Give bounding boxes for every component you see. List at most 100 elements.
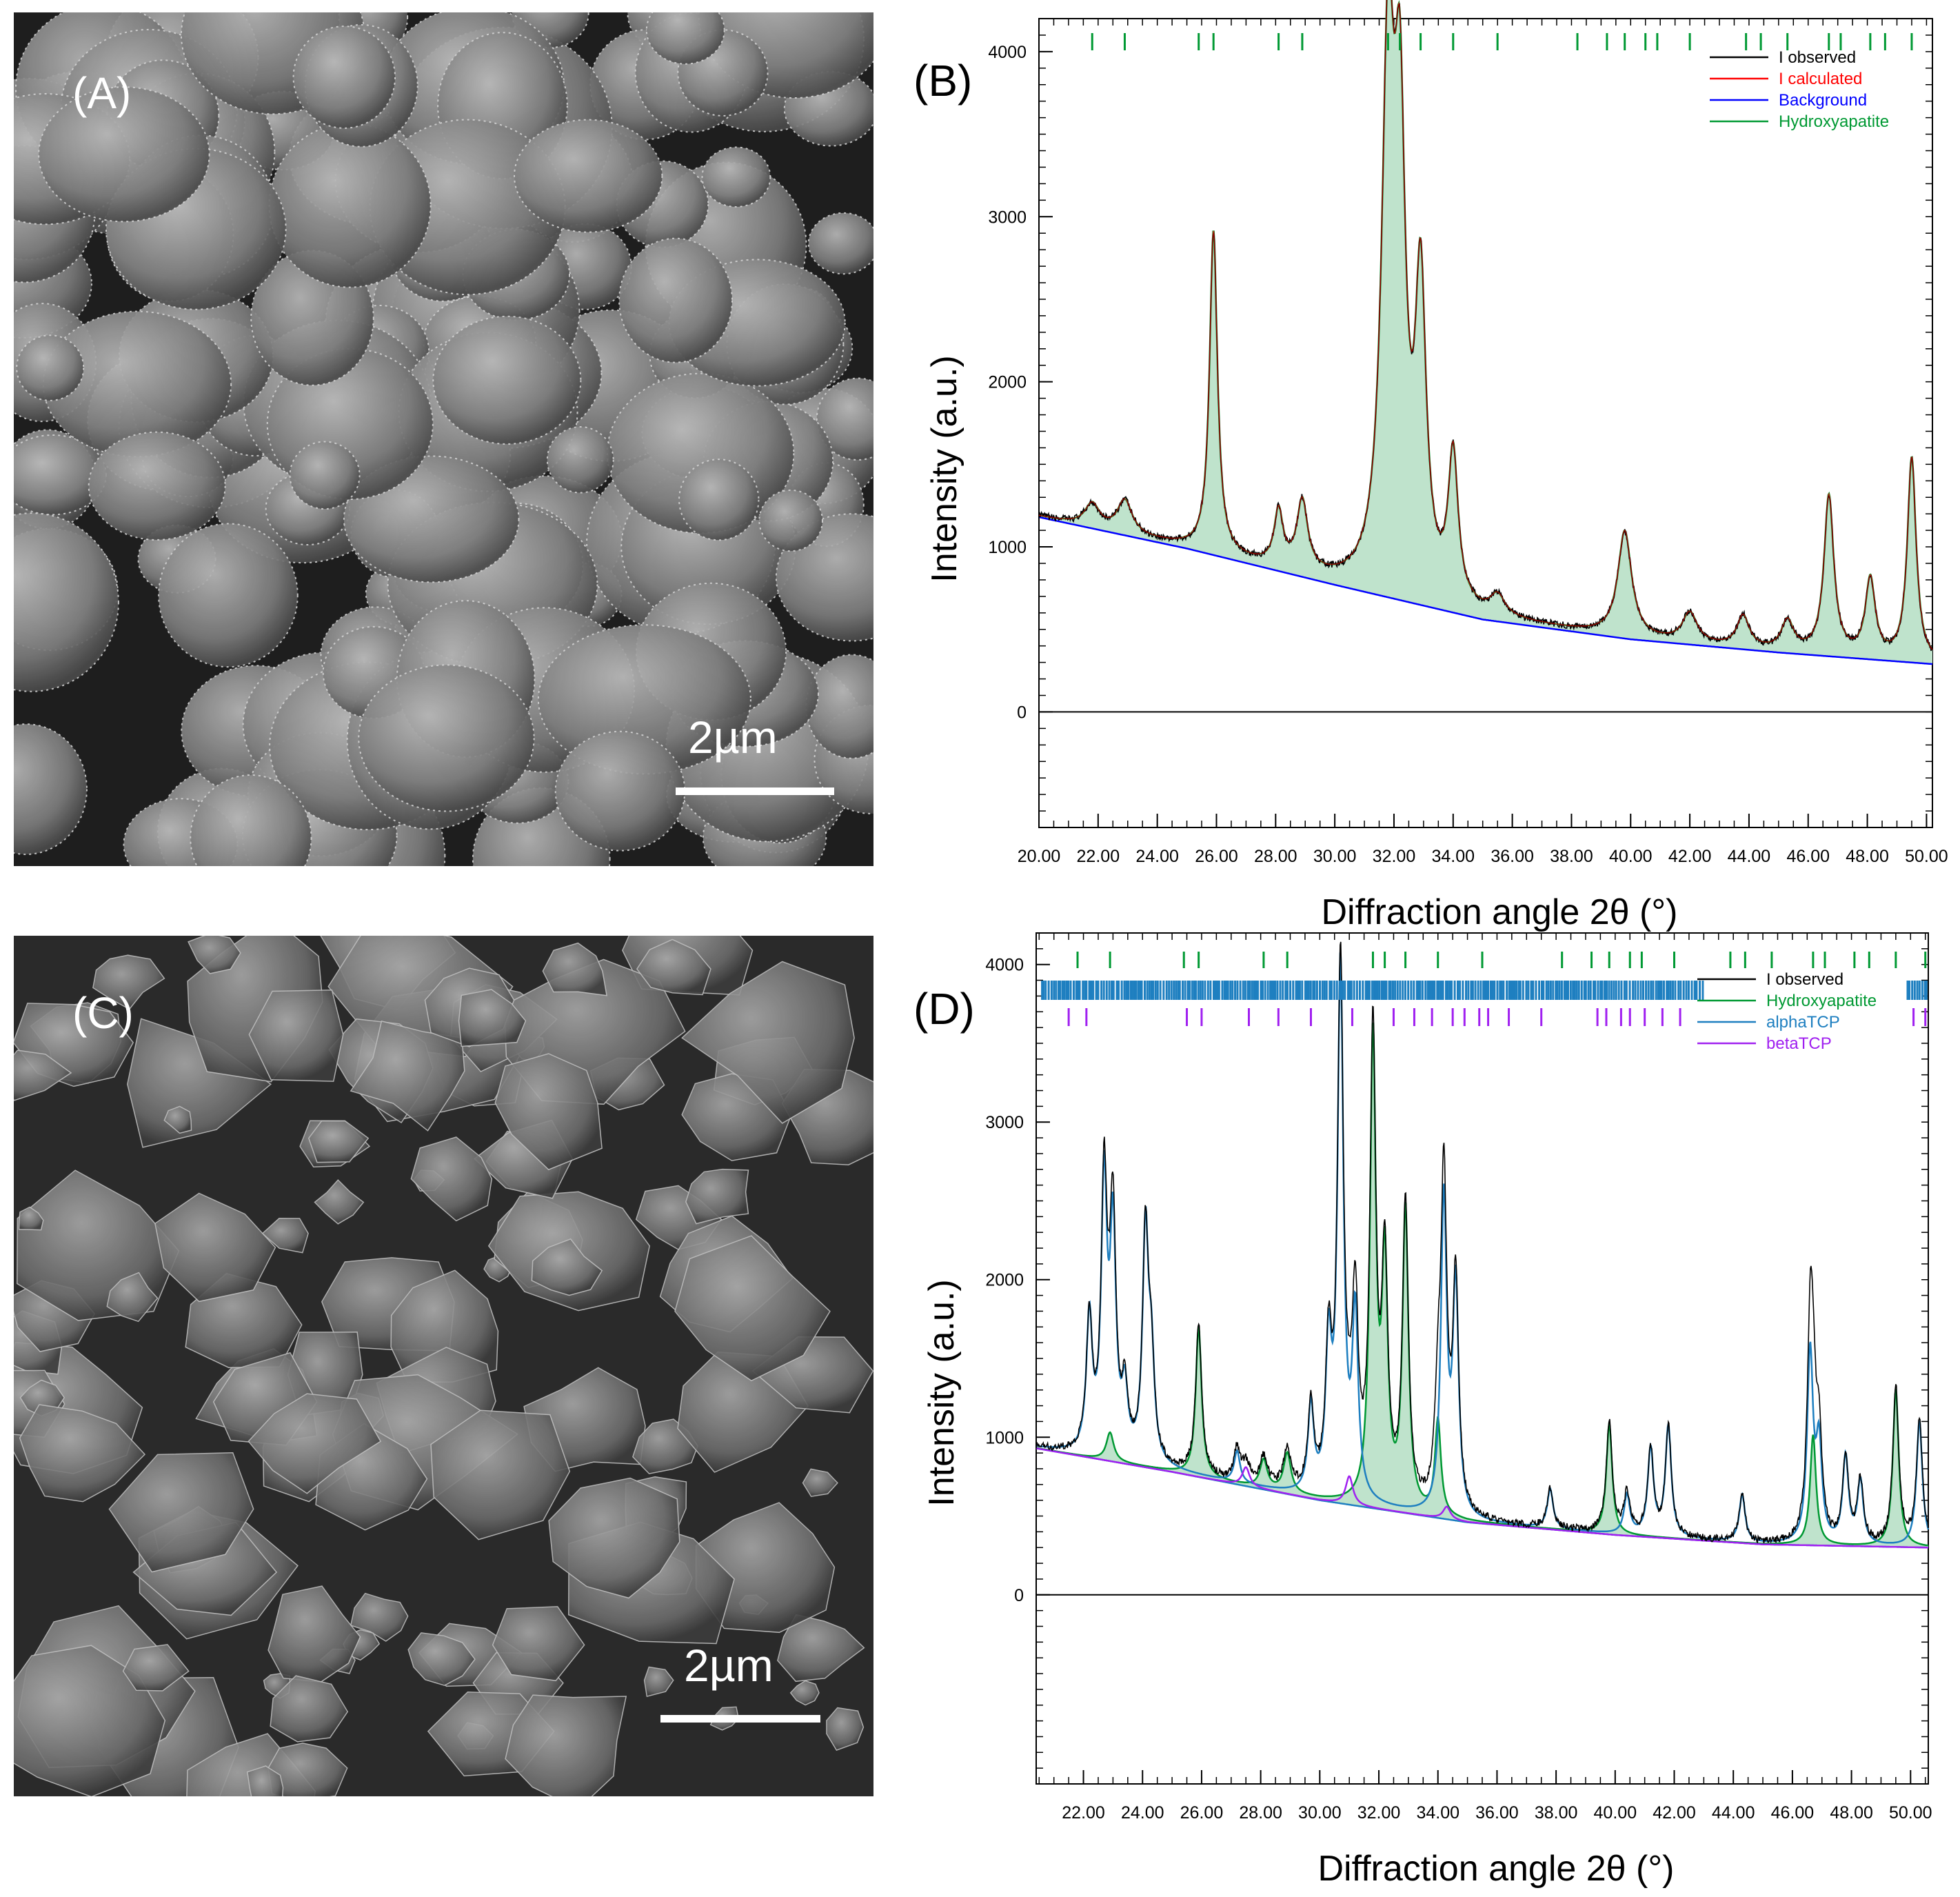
y-tick-label: 1000	[985, 1428, 1024, 1447]
xrd-chart-b-svg: 20.00 22.00 24.00 26.00 28.00 30.00 32.00 34.00…	[925, 0, 1948, 932]
x-tick-label: 22.00	[1077, 847, 1120, 866]
sem-particle	[14, 723, 88, 855]
sem-particle	[816, 377, 873, 461]
panel-label-b: (B)	[913, 56, 973, 106]
sem-particle	[92, 954, 165, 1010]
x-tick-label: 38.00	[1535, 1803, 1578, 1823]
sem-particle	[188, 936, 241, 974]
panel-label-a: (A)	[72, 68, 132, 118]
sem-particle	[18, 1206, 44, 1231]
y-axis-label: Intensity (a.u.)	[925, 355, 964, 582]
legend-label: Hydroxyapatite	[1766, 992, 1877, 1010]
x-tick-label: 36.00	[1475, 1803, 1519, 1823]
legend-label: Hydroxyapatite	[1779, 112, 1889, 131]
sem-particle	[531, 1238, 603, 1296]
y-tick-label: 3000	[985, 1113, 1024, 1132]
x-tick-label: 36.00	[1491, 847, 1534, 866]
sem-particle	[307, 1120, 370, 1163]
x-tick-label: 44.00	[1712, 1803, 1755, 1823]
sem-particle	[674, 1235, 831, 1382]
x-tick-label: 34.00	[1432, 847, 1475, 866]
x-tick-label: 28.00	[1239, 1803, 1282, 1823]
sem-particle	[492, 1606, 585, 1682]
scale-bar-a	[676, 787, 834, 795]
x-tick-label: 50.00	[1905, 847, 1948, 866]
sem-particle	[645, 12, 725, 65]
xrd-chart-d-svg: 22.00 24.00 26.00 28.00 30.00 32.00 34.00 36.00…	[922, 932, 1932, 1889]
sem-particle	[358, 664, 535, 812]
xrd-chart-b: 20.00 22.00 24.00 26.00 28.00 30.00 32.00 34.00…	[0, 0, 1960, 932]
y-tick-label: 4000	[988, 43, 1027, 62]
sem-particle	[289, 441, 361, 510]
y-tick-label: 2000	[985, 1271, 1024, 1290]
sem-particle	[826, 1707, 865, 1752]
x-tick-label: 26.00	[1180, 1803, 1224, 1823]
sem-particle	[701, 146, 771, 208]
x-tick-label: 38.00	[1550, 847, 1593, 866]
x-tick-label: 26.00	[1195, 847, 1238, 866]
sem-particle	[458, 989, 527, 1047]
y-axis-label: Intensity (a.u.)	[922, 1279, 962, 1506]
calculated-line	[1038, 0, 1933, 650]
sem-particle	[292, 26, 396, 129]
background-line	[1038, 516, 1933, 665]
sem-particle	[42, 310, 232, 458]
x-tick-label: 40.00	[1594, 1803, 1637, 1823]
x-tick-label: 24.00	[1121, 1803, 1164, 1823]
sem-particle	[643, 1666, 674, 1698]
sem-particle	[267, 1585, 361, 1683]
x-tick-label: 30.00	[1313, 847, 1357, 866]
sem-particle	[158, 523, 299, 668]
sem-particle	[38, 86, 210, 223]
sem-particle	[270, 1675, 349, 1743]
sem-particle	[14, 1050, 72, 1101]
sem-particle	[350, 1592, 409, 1642]
sem-particle	[537, 624, 751, 775]
sem-particle	[16, 334, 85, 401]
x-tick-label: 48.00	[1830, 1803, 1873, 1823]
x-tick-label: 34.00	[1416, 1803, 1459, 1823]
legend-label: I calculated	[1779, 70, 1862, 88]
scale-bar-label-c: 2µm	[684, 1640, 774, 1691]
sem-particle	[685, 1168, 749, 1225]
sem-particle	[88, 431, 226, 541]
legend-label: I observed	[1779, 48, 1856, 67]
y-tick-label: 4000	[985, 956, 1024, 975]
plot-frame	[1038, 18, 1933, 828]
sem-particle	[505, 1694, 627, 1796]
sem-particle	[802, 1468, 838, 1497]
y-tick-label: 2000	[988, 373, 1027, 392]
x-axis-label: Diffraction angle 2θ (°)	[1322, 892, 1678, 932]
sem-particle	[122, 1644, 190, 1692]
sem-image-c-texture	[14, 936, 873, 1796]
x-tick-label: 50.00	[1889, 1803, 1932, 1823]
sem-particle	[106, 1272, 159, 1323]
sem-particle	[190, 774, 312, 866]
x-tick-label: 30.00	[1298, 1803, 1342, 1823]
sem-particle	[14, 512, 119, 692]
sem-particle	[618, 237, 733, 363]
observed-line	[1035, 941, 1929, 1544]
sem-particle	[248, 989, 344, 1082]
sem-particle	[807, 212, 873, 275]
sem-image-c: (C) 2µm	[14, 936, 873, 1796]
x-tick-label: 40.00	[1609, 847, 1653, 866]
sem-image-a-texture	[14, 12, 873, 866]
sem-particle	[247, 1393, 382, 1494]
sem-image-a: (A) 2µm	[14, 12, 873, 866]
hydroxyapatite-line	[1035, 1022, 1929, 1547]
x-tick-label: 20.00	[1018, 847, 1061, 866]
sem-particle	[494, 1053, 603, 1171]
x-tick-label: 46.00	[1771, 1803, 1815, 1823]
x-axis-label: Diffraction angle 2θ (°)	[1318, 1849, 1675, 1889]
x-tick-label: 32.00	[1357, 1803, 1401, 1823]
sem-particle	[789, 1680, 820, 1706]
sem-particle	[14, 1645, 166, 1796]
sem-particle	[19, 1404, 146, 1503]
panel-label-c: (C)	[72, 988, 134, 1038]
sem-particle	[407, 1632, 476, 1687]
sem-particle	[163, 1105, 192, 1134]
sem-particle	[636, 939, 711, 996]
sem-particle	[678, 459, 760, 541]
sem-particle	[777, 1614, 865, 1683]
